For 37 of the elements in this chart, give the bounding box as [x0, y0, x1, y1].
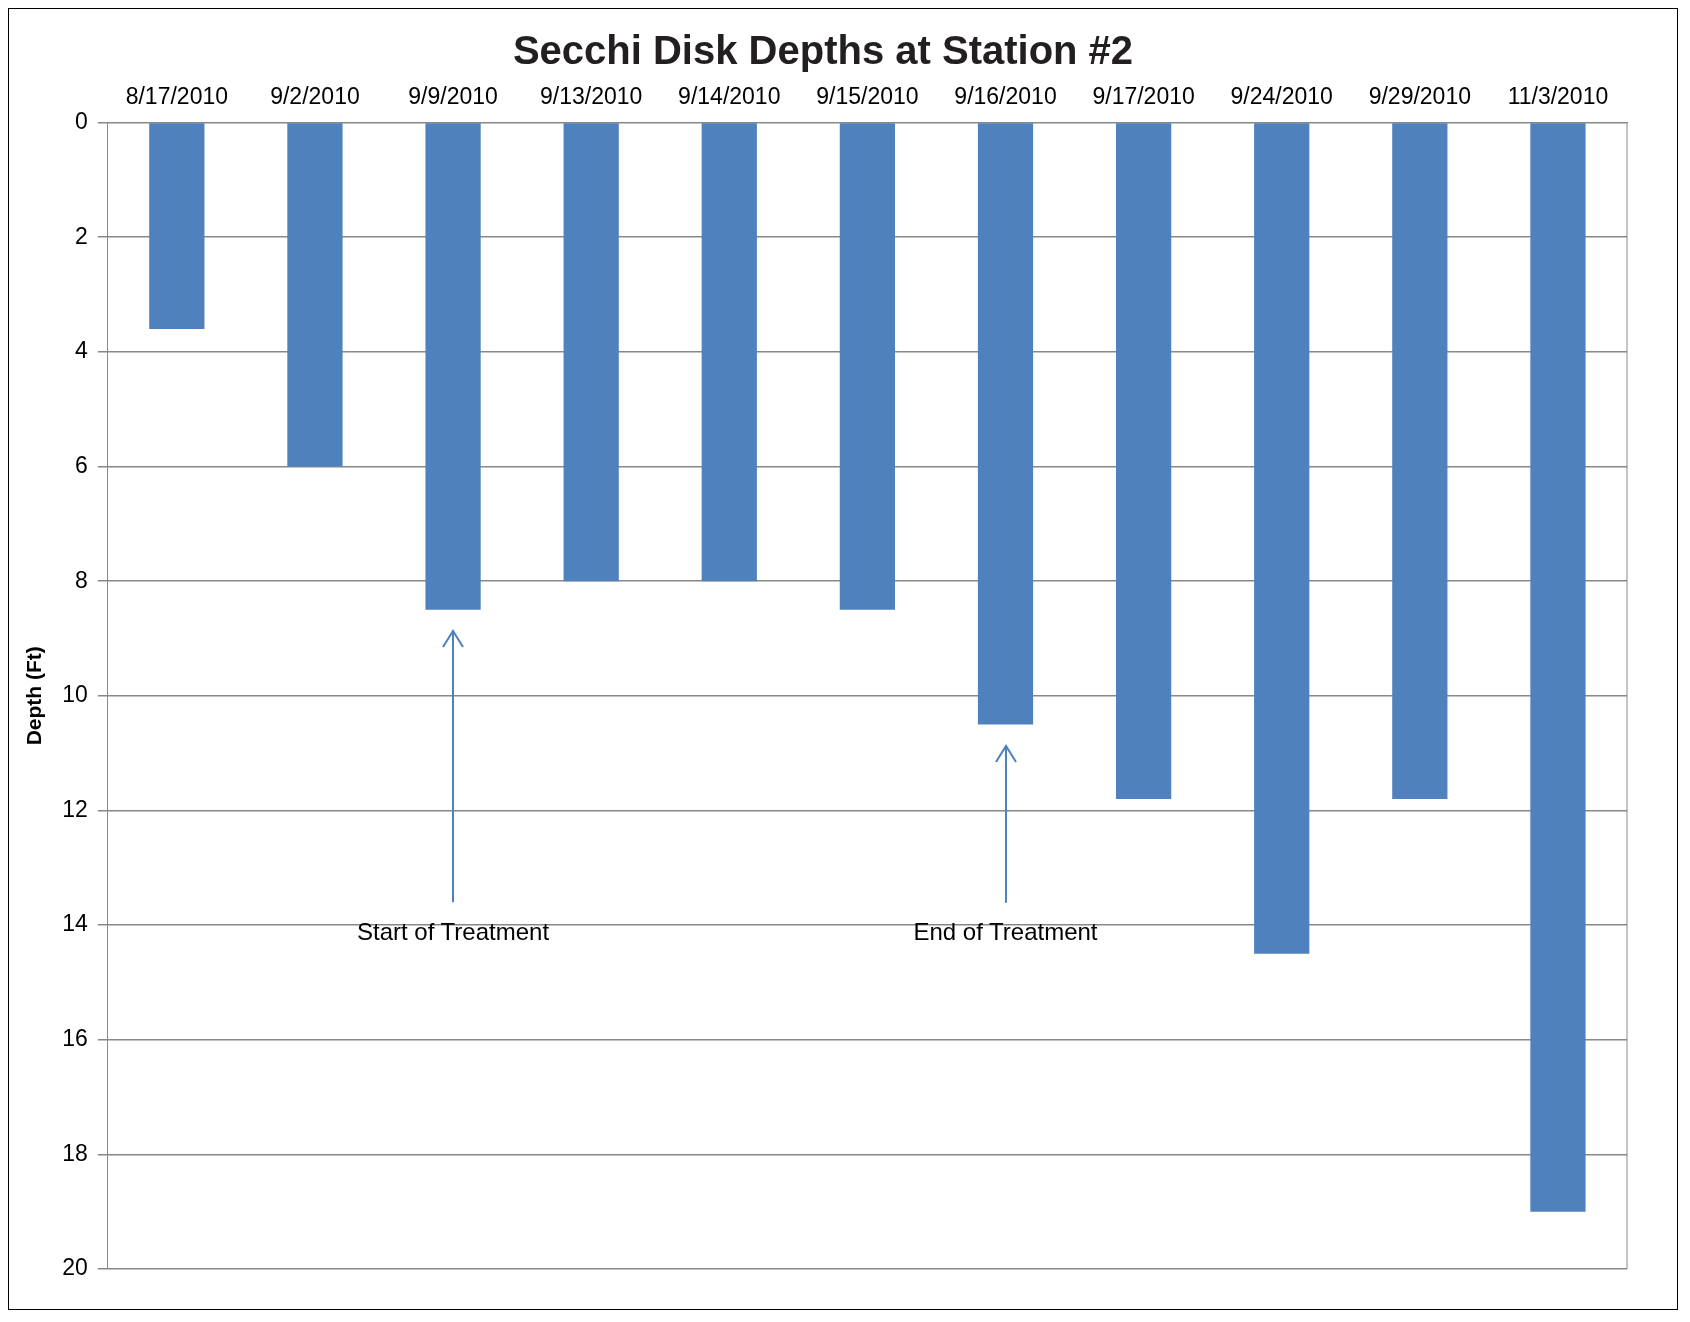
y-tick-label: 18: [62, 1139, 88, 1166]
bar: [1392, 123, 1448, 799]
bar: [701, 123, 757, 582]
x-tick-label: 8/17/2010: [125, 83, 228, 110]
y-tick-label: 4: [74, 337, 88, 364]
y-axis-title: Depth (Ft): [22, 646, 46, 746]
bar: [425, 123, 481, 610]
y-tick-label: 8: [74, 566, 88, 593]
annotation: End of Treatment: [913, 918, 1098, 947]
x-tick-label: 9/29/2010: [1368, 83, 1471, 110]
y-tick-label: 6: [74, 451, 88, 478]
x-tick-label: 9/24/2010: [1230, 83, 1333, 110]
x-tick-label: 9/14/2010: [678, 83, 781, 110]
y-tick-label: 12: [62, 795, 88, 822]
y-tick-label: 10: [62, 681, 88, 708]
bar: [287, 123, 343, 467]
x-tick-label: 11/3/2010: [1507, 83, 1609, 110]
bar: [563, 123, 619, 582]
annotation: Start of Treatment: [357, 918, 550, 947]
x-tick-label: 9/2/2010: [270, 83, 360, 110]
bar: [839, 123, 896, 610]
x-tick-label: 9/15/2010: [816, 83, 919, 110]
x-tick-label: 9/17/2010: [1092, 83, 1195, 110]
x-tick-label: 9/9/2010: [408, 83, 498, 110]
y-tick-label: 0: [74, 107, 88, 134]
y-tick-label: 2: [74, 222, 88, 249]
bar: [149, 123, 205, 329]
bar: [1530, 123, 1586, 1212]
y-tick-label: 16: [62, 1025, 88, 1052]
chart-title: Secchi Disk Depths at Station #2: [512, 28, 1134, 73]
y-tick-label: 14: [62, 910, 88, 937]
x-tick-label: 9/16/2010: [954, 83, 1057, 110]
bar: [1254, 123, 1310, 954]
x-tick-label: 9/13/2010: [540, 83, 643, 110]
bar: [1115, 123, 1172, 799]
bar: [977, 123, 1034, 725]
y-tick-label: 20: [62, 1254, 88, 1281]
